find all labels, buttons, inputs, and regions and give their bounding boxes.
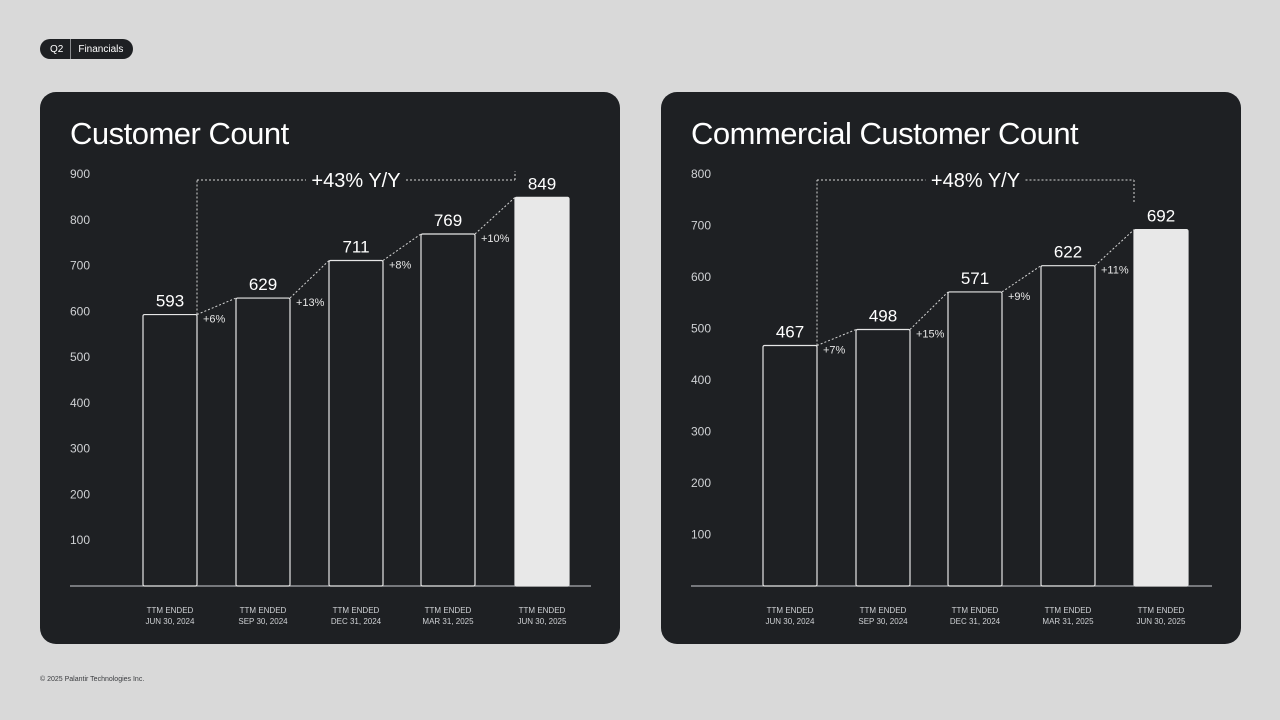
bar [514, 196, 570, 587]
yoy-growth-label: +43% Y/Y [311, 170, 400, 192]
y-tick-label: 600 [70, 304, 90, 318]
x-category-label: MAR 31, 2025 [422, 617, 474, 626]
x-category-label: TTM ENDED [425, 606, 472, 615]
x-category-label: TTM ENDED [147, 606, 194, 615]
bar [947, 291, 1003, 587]
x-category-label: TTM ENDED [240, 606, 287, 615]
growth-connector [816, 329, 857, 346]
x-category-label: TTM ENDED [952, 606, 999, 615]
y-tick-label: 500 [691, 322, 711, 336]
bar-value-label: 769 [434, 211, 462, 230]
bar [328, 259, 384, 587]
x-category-label: MAR 31, 2025 [1042, 617, 1094, 626]
bar [420, 233, 476, 587]
copyright-text: © 2025 Palantir Technologies Inc. [40, 676, 145, 683]
customer-count-chart: 100 200 300 400 500 600 700 800 900 593 629 711 769 8… [70, 167, 591, 626]
growth-connector [196, 297, 237, 315]
x-category-label: JUN 30, 2024 [146, 617, 195, 626]
bar-value-label: 711 [342, 238, 369, 257]
bar-value-label: 593 [156, 292, 184, 311]
bar-value-label: 498 [869, 307, 897, 326]
bar [1040, 265, 1096, 587]
growth-label: +8% [389, 260, 412, 272]
growth-label: +15% [916, 329, 945, 341]
bar-value-label: 692 [1147, 207, 1175, 226]
growth-connector [909, 291, 949, 330]
bar [1133, 229, 1189, 587]
x-category-label: TTM ENDED [767, 606, 814, 615]
bar [235, 297, 291, 587]
x-category-label: TTM ENDED [519, 606, 566, 615]
y-tick-label: 200 [691, 476, 711, 490]
x-category-label: JUN 30, 2025 [518, 617, 567, 626]
growth-label: +6% [203, 314, 226, 326]
y-tick-label: 900 [70, 167, 90, 181]
bar [855, 328, 911, 587]
growth-connector [474, 196, 516, 235]
y-tick-label: 700 [691, 219, 711, 233]
y-tick-label: 500 [70, 350, 90, 364]
y-tick-label: 800 [70, 213, 90, 227]
quarter-label: Q2 [50, 43, 64, 55]
y-tick-label: 400 [691, 373, 711, 387]
growth-label: +13% [296, 297, 325, 309]
bar-value-label: 622 [1054, 243, 1082, 262]
bar-value-label: 571 [961, 269, 989, 288]
growth-connector [382, 233, 422, 261]
yoy-growth-label: +48% Y/Y [931, 170, 1020, 192]
x-category-label: JUN 30, 2025 [1137, 617, 1186, 626]
y-tick-label: 800 [691, 167, 711, 181]
growth-connector [1001, 265, 1042, 293]
x-category-label: DEC 31, 2024 [331, 617, 382, 626]
bar [142, 313, 198, 587]
y-tick-label: 600 [691, 270, 711, 284]
chart-title: Commercial Customer Count [691, 116, 1079, 151]
bar-value-label: 849 [528, 174, 556, 193]
x-category-label: TTM ENDED [1138, 606, 1185, 615]
tag-divider [70, 39, 72, 59]
x-category-label: JUN 30, 2024 [766, 617, 815, 626]
y-tick-label: 200 [70, 487, 90, 501]
x-category-label: TTM ENDED [1045, 606, 1092, 615]
x-category-label: DEC 31, 2024 [950, 617, 1001, 626]
customer-count-panel: Customer Count 100 200 300 400 500 600 700 800 9… [40, 92, 620, 644]
commercial-customer-count-chart: 100 200 300 400 500 600 700 800 467 498 571 622 692 +… [691, 167, 1212, 626]
x-category-label: SEP 30, 2024 [238, 617, 288, 626]
x-category-label: TTM ENDED [860, 606, 907, 615]
growth-label: +9% [1008, 291, 1031, 303]
commercial-customer-count-panel: Commercial Customer Count 100 200 300 400 50… [661, 92, 1241, 644]
x-category-label: TTM ENDED [333, 606, 380, 615]
section-tag: Q2 Financials [40, 39, 134, 59]
bar [762, 344, 818, 587]
growth-label: +11% [1101, 265, 1129, 277]
growth-label: +10% [481, 233, 510, 245]
section-label: Financials [78, 43, 124, 55]
y-tick-label: 100 [691, 528, 711, 542]
y-tick-label: 300 [691, 425, 711, 439]
growth-label: +7% [823, 344, 846, 356]
growth-connector [289, 260, 330, 299]
y-tick-label: 400 [70, 396, 90, 410]
y-tick-label: 100 [70, 533, 90, 547]
y-tick-label: 300 [70, 442, 90, 456]
y-tick-label: 700 [70, 259, 90, 273]
bar-value-label: 467 [776, 322, 804, 341]
chart-title: Customer Count [70, 116, 289, 151]
x-category-label: SEP 30, 2024 [858, 617, 908, 626]
growth-connector [1094, 229, 1135, 267]
bar-value-label: 629 [249, 275, 277, 294]
